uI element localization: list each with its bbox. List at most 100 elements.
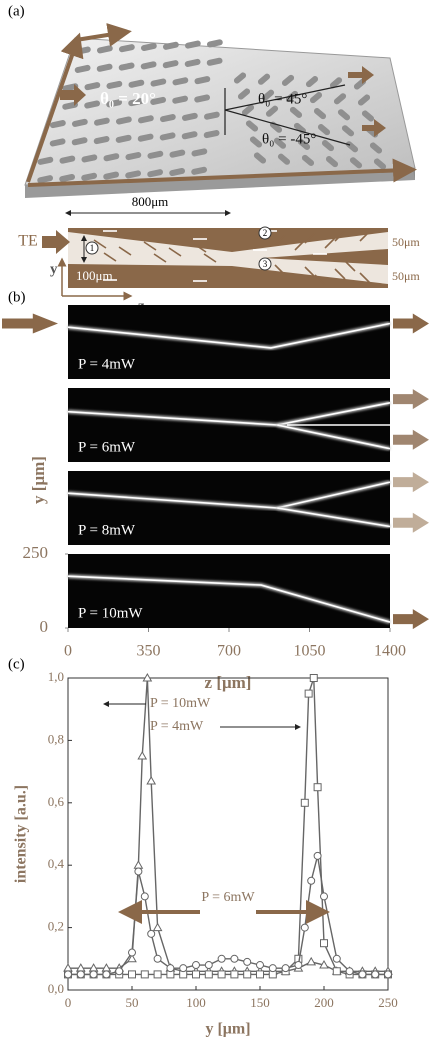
x-tick-label: 0: [64, 643, 72, 660]
liquid-crystal: [297, 138, 311, 150]
point: [230, 970, 239, 979]
liquid-crystal: [203, 130, 220, 139]
director: [304, 266, 316, 278]
liquid-crystal: [181, 131, 198, 140]
director: [118, 246, 132, 256]
liquid-crystal: [329, 77, 343, 89]
liquid-crystal: [313, 108, 327, 120]
liquid-crystal: [269, 121, 283, 133]
x-tick-label: 200: [314, 995, 334, 1010]
point: [128, 970, 136, 979]
liquid-crystal: [96, 45, 113, 54]
liquid-crystal: [103, 153, 120, 162]
liquid-crystal: [333, 93, 347, 105]
liquid-crystal: [203, 111, 220, 120]
point: [153, 954, 162, 963]
liquid-crystal: [49, 138, 66, 147]
point: [217, 970, 226, 979]
point: [192, 970, 200, 979]
point: [371, 970, 380, 979]
liquid-crystal: [253, 152, 267, 164]
director: [344, 260, 356, 272]
point: [243, 970, 252, 979]
liquid-crystal: [140, 42, 157, 52]
director: [334, 268, 346, 280]
director-arrows: 1 2 3: [85, 226, 371, 286]
liquid-crystal: [150, 78, 167, 87]
director: [93, 239, 107, 249]
output-arrow: [362, 119, 386, 137]
director: [294, 239, 306, 251]
liquid-crystal: [237, 88, 251, 100]
series-annotation: P = 4mW: [150, 719, 204, 734]
point: [76, 970, 85, 979]
point: [115, 967, 124, 976]
series-annotation: P = 6mW: [201, 890, 255, 905]
liquid-crystal: [191, 148, 208, 157]
beam-arrow: [393, 389, 429, 410]
beam-arrow: [393, 472, 429, 493]
point: [64, 970, 72, 979]
liquid-crystal: [162, 60, 179, 69]
liquid-crystal: [233, 72, 247, 84]
liquid-crystal: [81, 172, 98, 181]
point: [332, 954, 341, 963]
axis-title: z [μm]: [205, 673, 252, 692]
director: [359, 272, 371, 284]
director: [274, 264, 286, 276]
beam-arrow: [393, 512, 429, 533]
liquid-crystal: [317, 124, 331, 136]
x-tick-label: 1400: [374, 643, 406, 660]
liquid-crystal: [71, 118, 88, 127]
liquid-crystal: [147, 169, 164, 178]
power-label: P = 8mW: [78, 522, 136, 538]
liquid-crystal: [137, 115, 154, 124]
point: [204, 970, 213, 979]
liquid-crystal: [249, 136, 263, 148]
length-label: 800μm: [132, 194, 169, 209]
liquid-crystal: [128, 79, 145, 88]
director: [168, 247, 182, 257]
point: [152, 922, 163, 932]
director: [314, 274, 326, 286]
liquid-crystal: [241, 104, 255, 116]
liquid-crystal: [59, 173, 76, 183]
series-annotation: P = 10mW: [150, 696, 211, 711]
liquid-crystal: [261, 89, 275, 101]
beam: [277, 424, 391, 450]
liquid-crystal: [37, 156, 54, 165]
liquid-crystal: [337, 109, 351, 121]
point: [384, 970, 392, 979]
beam-arrow: [393, 313, 429, 334]
axis-title: y [μm]: [29, 456, 48, 504]
point: [153, 970, 162, 979]
point: [133, 860, 144, 869]
liquid-crystal: [125, 170, 142, 179]
edge-arrow: [26, 32, 84, 183]
point: [147, 929, 156, 938]
director: [103, 252, 117, 262]
region-marker: [258, 257, 272, 271]
region-label: 2: [263, 228, 268, 238]
power-label: P = 6mW: [78, 439, 136, 455]
liquid-crystal: [184, 40, 201, 49]
liquid-crystal: [169, 167, 186, 177]
angle-label: θ₀ = -45°: [262, 131, 316, 147]
director: [203, 253, 217, 263]
x-tick-label: 250: [378, 995, 398, 1010]
point: [358, 970, 367, 979]
point: [332, 967, 341, 976]
liquid-crystal: [150, 96, 167, 105]
liquid-crystal: [206, 57, 223, 66]
liquid-crystal: [81, 154, 98, 163]
power-label: P = 10mW: [78, 605, 143, 621]
point: [306, 956, 317, 966]
liquid-crystal: [159, 114, 176, 123]
edge-arrow: [75, 23, 132, 47]
liquid-crystal: [305, 76, 319, 88]
box-front: [25, 168, 415, 198]
point: [128, 948, 136, 957]
liquid-crystal: [49, 120, 66, 129]
director: [153, 253, 167, 263]
